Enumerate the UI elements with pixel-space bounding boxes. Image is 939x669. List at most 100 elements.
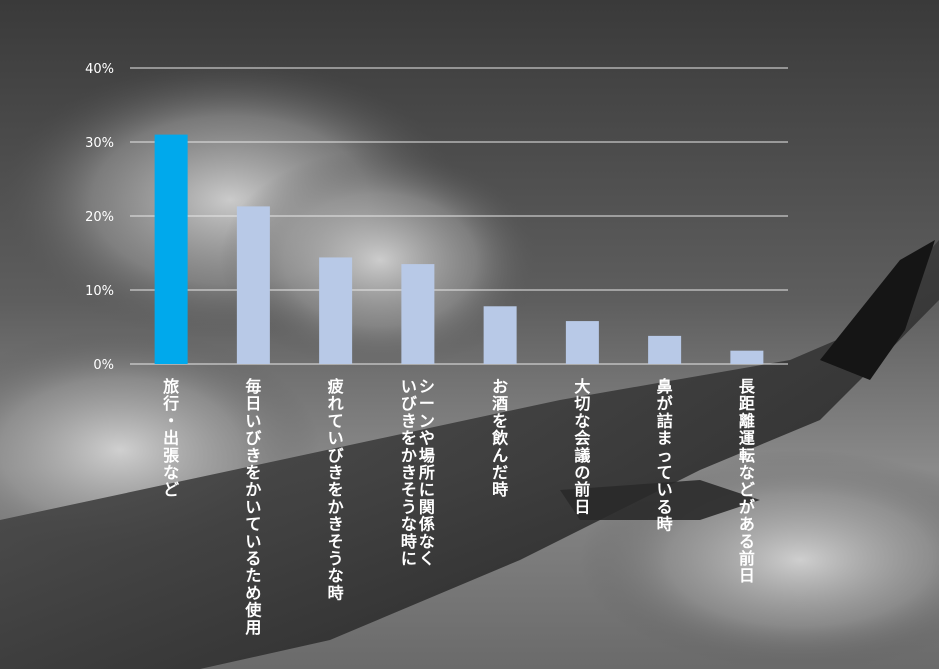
category-label-char: シ	[419, 377, 435, 396]
category-label-char: う	[401, 497, 417, 516]
category-label-char: 係	[419, 515, 435, 534]
category-label-char: び	[328, 446, 345, 465]
cloud-shape	[220, 150, 540, 370]
category-label-char: 時	[657, 515, 673, 534]
winglet-shape	[820, 240, 935, 380]
category-label-char: き	[401, 411, 417, 430]
category-label-char: が	[657, 394, 673, 413]
category-label-char: く	[419, 549, 435, 568]
category-label-char: な	[739, 463, 755, 482]
category-label-char: い	[245, 497, 261, 516]
category-label-char: 用	[245, 618, 261, 637]
category-label-char: ・	[163, 411, 179, 430]
category-label-char: 長	[739, 377, 756, 396]
category-label-char: 出	[163, 429, 179, 448]
category-label-char: い	[245, 532, 261, 551]
category-label-char: 日	[739, 566, 755, 585]
category-label-char: を	[401, 429, 417, 448]
category-label-char: 時	[492, 480, 508, 499]
category-label-char: の	[574, 463, 590, 482]
category-label-char: び	[245, 429, 262, 448]
category-label-char: あ	[739, 515, 755, 534]
y-tick-label: 10%	[85, 284, 114, 299]
category-label-char: な	[401, 515, 417, 534]
category-label-char: 前	[739, 549, 755, 568]
y-tick-label: 0%	[93, 358, 114, 373]
category-label-char: 時	[401, 532, 417, 551]
category-label-char: び	[401, 394, 418, 413]
category-label-char: 日	[245, 394, 261, 413]
category-label-char: 前	[574, 480, 590, 499]
y-tick-label: 20%	[85, 210, 114, 225]
category-label-char: て	[245, 515, 261, 534]
x-axis-category-labels: 旅行・出張など毎日いびきをかいているため使用疲れていびきをかきそうな時シーンや場…	[162, 377, 756, 637]
category-label-char: き	[328, 463, 344, 482]
category-label-char: 関	[419, 497, 435, 516]
category-label-char: 時	[328, 583, 344, 602]
category-label-char: 大	[574, 377, 590, 396]
bar	[319, 257, 353, 364]
category-label-char: か	[245, 480, 261, 499]
category-label-char: 場	[419, 446, 435, 465]
category-label-char: 張	[163, 446, 180, 465]
y-tick-label: 40%	[85, 62, 114, 77]
category-label-char: て	[657, 463, 673, 482]
category-label-char: な	[419, 532, 435, 551]
bar	[401, 264, 435, 364]
category-label-char: お	[492, 377, 508, 396]
category-label-char: 使	[244, 601, 262, 620]
category-label-char: き	[401, 463, 417, 482]
category-label-char: に	[401, 549, 417, 568]
category-label-char: い	[657, 480, 673, 499]
y-tick-label: 30%	[85, 136, 114, 151]
category-label-char: ど	[163, 480, 179, 499]
category-label-char: 旅	[163, 377, 179, 396]
category-label-char: そ	[328, 532, 344, 551]
category-label-char: 詰	[657, 411, 673, 430]
category-label-char: め	[245, 583, 261, 602]
category-label-char: る	[657, 497, 673, 516]
category-label-char: を	[245, 463, 261, 482]
category-label-char: か	[328, 497, 344, 516]
category-label-char: い	[328, 429, 344, 448]
category-label-char: っ	[657, 446, 673, 465]
category-label-char: き	[245, 446, 261, 465]
category-label-char: 会	[574, 429, 590, 448]
category-label-char: 所	[419, 463, 435, 482]
category-label-char: を	[328, 480, 344, 499]
category-label-char: ま	[657, 429, 673, 448]
category-label-char: を	[492, 411, 508, 430]
engine-shape	[560, 480, 760, 520]
category-label-char: 行	[162, 394, 179, 413]
category-label-char: う	[328, 549, 344, 568]
category-label-char: い	[245, 411, 261, 430]
category-label-char: ど	[739, 480, 755, 499]
category-label-char: に	[419, 480, 435, 499]
category-label-char: 離	[739, 411, 755, 430]
category-label-char: 転	[739, 446, 755, 465]
airplane-wing-shape	[0, 240, 939, 669]
bar	[648, 335, 682, 364]
category-label-char: ン	[419, 411, 435, 430]
category-label-char: て	[328, 411, 344, 430]
category-label-char: 議	[574, 446, 590, 465]
category-label-char: 毎	[245, 377, 261, 396]
category-label-char: き	[328, 515, 344, 534]
category-label-char: や	[419, 429, 435, 448]
bar	[565, 321, 599, 364]
category-label-char: 飲	[491, 429, 509, 448]
category-label-char: ー	[419, 394, 435, 413]
category-label-char: だ	[492, 463, 508, 482]
category-label-char: な	[574, 411, 590, 430]
category-label-char: 切	[574, 394, 590, 413]
category-label-char: な	[163, 463, 179, 482]
category-label-char: か	[401, 446, 417, 465]
